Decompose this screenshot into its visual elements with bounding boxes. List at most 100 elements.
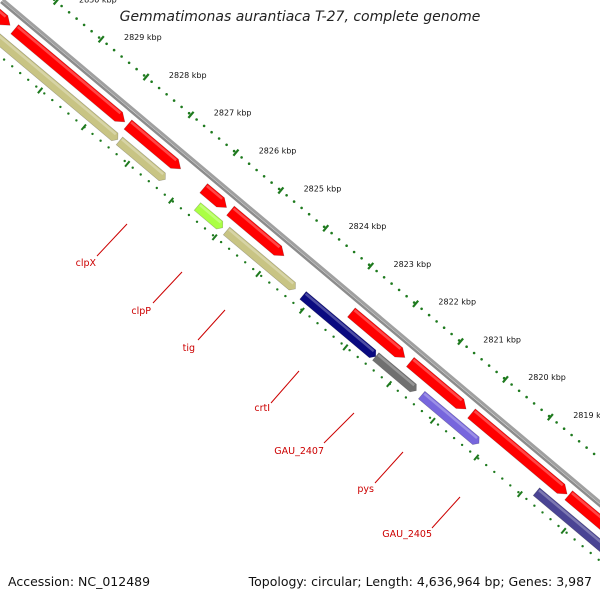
inner-dot (324, 328, 327, 332)
inner-dot (597, 558, 600, 561)
scale-dot (405, 294, 408, 298)
inner-dot (460, 443, 464, 447)
kbp-tick (277, 186, 285, 195)
inner-dot (11, 65, 14, 68)
inner-dot (75, 119, 78, 122)
scale-dot (532, 402, 536, 405)
inner-dot (364, 362, 367, 365)
inner-dot (179, 207, 183, 210)
inner-dot (284, 294, 287, 298)
inner-dot (35, 85, 38, 88)
label-leader-gau_2405 (431, 496, 461, 529)
inner-dot (412, 403, 416, 406)
scale-dot (157, 86, 161, 90)
scale-dot (330, 231, 333, 235)
inner-tick (516, 490, 523, 498)
inner-dot (469, 450, 472, 453)
kbp-label: 2823 kbp (394, 260, 432, 269)
kbp-tick (232, 148, 240, 157)
inner-tick (255, 270, 262, 278)
scale-dot (307, 212, 311, 216)
scale-dot (397, 288, 401, 292)
gene-track (0, 33, 600, 553)
scale-dot (337, 238, 341, 241)
inner-dot (573, 538, 576, 541)
inner-tick (342, 344, 349, 351)
inner-dot (252, 267, 255, 271)
kbp-tick (367, 262, 375, 270)
inner-dot (589, 551, 592, 555)
scale-dot (52, 0, 56, 1)
gene-clpx (115, 136, 166, 182)
gene-pys (417, 390, 480, 445)
inner-tick (298, 307, 305, 315)
cds-arrow (0, 8, 11, 26)
inner-dot (356, 355, 359, 359)
genome-backbone (0, 0, 600, 508)
inner-dot (27, 78, 30, 82)
inner-dot (348, 349, 351, 352)
gene-label-crtl: crtI (254, 403, 270, 414)
scale-dot (142, 74, 146, 77)
inner-dot (485, 463, 488, 467)
inner-dot (308, 315, 311, 318)
label-leader-crtl (270, 370, 300, 404)
kbp-label: 2826 kbp (259, 147, 297, 156)
inner-dot (565, 531, 568, 534)
inner-tick (211, 233, 218, 241)
inner-dot (91, 132, 94, 136)
gene-label-clpx: clpX (76, 258, 97, 269)
cds-arrow (226, 205, 285, 257)
inner-dot (59, 105, 62, 109)
backbone-line (0, 1, 600, 508)
scale-dot (577, 440, 581, 443)
scale-dot (382, 276, 386, 279)
label-leader-clpx (96, 223, 128, 257)
scale-dot (60, 4, 63, 8)
kbp-tick (187, 111, 195, 119)
gene-label-clpp: clpP (131, 306, 151, 317)
inner-dot (276, 288, 279, 291)
kbp-label: 2821 kbp (483, 336, 521, 345)
scale-dot (555, 421, 558, 424)
inner-tick (429, 417, 436, 425)
inner-dot (139, 173, 142, 176)
scale-dot (315, 219, 318, 222)
outer-major-ticks (52, 0, 554, 421)
scale-dot (180, 105, 183, 109)
scale-dot (150, 80, 153, 83)
inner-dot (195, 220, 199, 223)
inner-dot (2, 58, 6, 61)
inner-dot (509, 484, 512, 487)
cds-arrow (10, 24, 126, 123)
scale-dot (232, 149, 236, 153)
kbp-tick (412, 299, 420, 308)
gene-clpp (193, 202, 224, 230)
scale-dot (202, 124, 206, 128)
inner-dot (549, 518, 552, 521)
inner-dot (163, 193, 166, 196)
inner-dot (477, 457, 480, 460)
inner-tick (560, 527, 567, 535)
scale-dot (345, 244, 348, 247)
gene-label-pys: pys (357, 484, 374, 495)
cds-arrow (347, 307, 406, 358)
inner-dot (155, 186, 158, 190)
inner-dot (260, 274, 263, 278)
inner-dot (235, 254, 239, 257)
inner-dot (316, 322, 319, 325)
inner-tick (80, 123, 87, 131)
scale-dot (277, 187, 281, 191)
scale-dot (442, 326, 446, 330)
inner-dot (211, 234, 215, 237)
scale-dot (127, 61, 131, 65)
inner-dot (493, 470, 496, 474)
backbone-line (1, 0, 600, 504)
inner-dot (292, 301, 295, 305)
inner-dot (581, 545, 584, 548)
inner-dot (452, 436, 456, 440)
scale-dot (67, 11, 71, 14)
cds-arrow (123, 119, 182, 170)
scale-dot (495, 370, 498, 374)
